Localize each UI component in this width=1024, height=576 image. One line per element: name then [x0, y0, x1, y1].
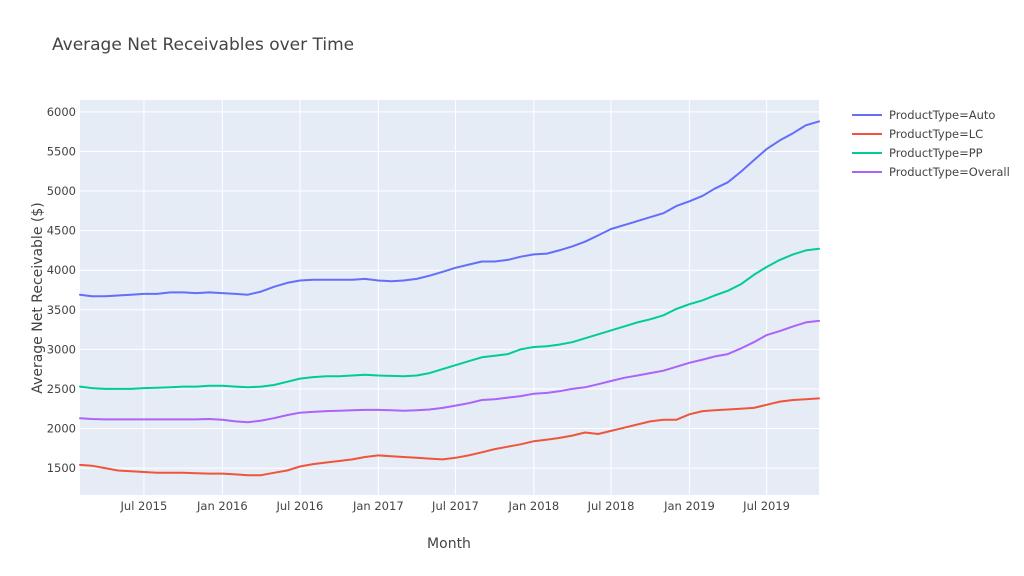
y-axis: 1500 2000 2500 3000 3500 4000 4500 5000 5500 6000: [47, 105, 76, 475]
x-tick-label: Jul 2019: [742, 499, 790, 513]
y-tick-label: 2000: [47, 422, 76, 436]
x-tick-label: Jul 2017: [431, 499, 479, 513]
x-axis: Jul 2015 Jan 2016 Jul 2016 Jan 2017 Jul 2017…: [120, 499, 790, 513]
x-tick-label: Jul 2015: [120, 499, 168, 513]
y-tick-label: 5000: [47, 184, 76, 198]
y-tick-label: 4000: [47, 263, 76, 277]
series-line-lc[interactable]: [79, 397, 820, 477]
x-tick-label: Jan 2017: [352, 499, 404, 513]
y-tick-label: 2500: [47, 382, 76, 396]
y-tick-label: 4500: [47, 224, 76, 238]
legend-label[interactable]: ProductType=PP: [889, 146, 983, 160]
x-tick-label: Jan 2019: [663, 499, 715, 513]
y-axis-title: Average Net Receivable ($): [30, 202, 46, 393]
gridlines: [80, 100, 819, 495]
chart-title: Average Net Receivables over Time: [52, 35, 354, 55]
plot-area[interactable]: [80, 100, 819, 495]
y-tick-label: 3000: [47, 342, 76, 356]
x-tick-label: Jul 2016: [276, 499, 324, 513]
y-tick-label: 3500: [47, 303, 76, 317]
x-axis-title: Month: [427, 536, 471, 552]
legend: ProductType=Auto ProductType=LC ProductTyp…: [852, 108, 1010, 179]
legend-label[interactable]: ProductType=LC: [889, 127, 983, 141]
x-tick-label: Jan 2016: [196, 499, 248, 513]
series-lines: [79, 120, 820, 477]
y-tick-label: 6000: [47, 105, 76, 119]
x-tick-label: Jan 2018: [508, 499, 560, 513]
series-line-auto[interactable]: [79, 120, 820, 298]
series-line-overall[interactable]: [79, 319, 820, 424]
y-tick-label: 5500: [47, 144, 76, 158]
y-tick-label: 1500: [47, 461, 76, 475]
series-line-pp[interactable]: [79, 247, 820, 390]
legend-label[interactable]: ProductType=Overall: [889, 165, 1010, 179]
legend-label[interactable]: ProductType=Auto: [889, 108, 995, 122]
x-tick-label: Jul 2018: [587, 499, 635, 513]
